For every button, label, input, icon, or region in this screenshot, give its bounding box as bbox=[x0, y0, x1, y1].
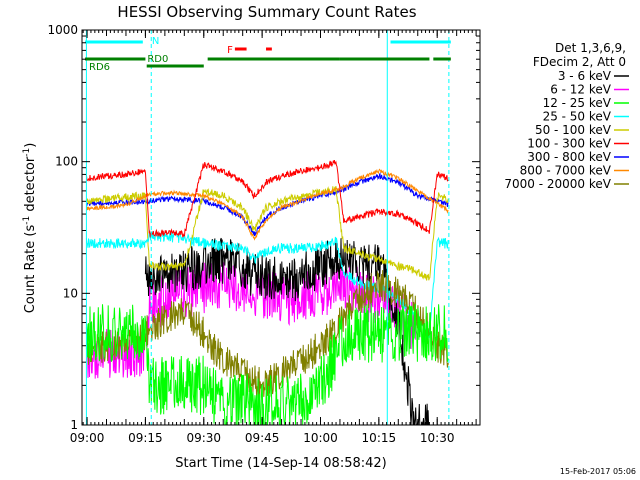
y-axis-label-sup2: -1 bbox=[22, 148, 32, 157]
plot-frame bbox=[81, 29, 481, 426]
chart-title: HESSI Observing Summary Count Rates bbox=[117, 3, 416, 21]
series-layer bbox=[85, 159, 449, 425]
x-tick-label: 09:00 bbox=[70, 431, 105, 445]
legend-header-line-1: Det 1,3,6,9, bbox=[555, 41, 626, 55]
flag-label: F bbox=[227, 45, 233, 56]
y-axis-label-sup1: -1 bbox=[22, 216, 32, 225]
flag-label: N bbox=[152, 36, 159, 47]
y-axis-label-end: ) bbox=[23, 143, 38, 148]
series-line bbox=[85, 303, 449, 425]
y-tick-label: 100 bbox=[55, 155, 78, 169]
series-line bbox=[86, 185, 449, 281]
x-tick-label: 09:45 bbox=[245, 431, 280, 445]
plot-area: N RD0 RD6 F bbox=[85, 30, 451, 425]
legend-entry-label: 12 - 25 keV bbox=[543, 96, 612, 110]
y-tick-label: 10 bbox=[63, 286, 78, 300]
x-tick-label: 09:15 bbox=[128, 431, 163, 445]
x-tick-label: 10:00 bbox=[303, 431, 338, 445]
legend-entry-label: 800 - 7000 keV bbox=[520, 164, 612, 178]
legend-entry-label: 7000 - 20000 keV bbox=[504, 177, 611, 191]
x-tick-label: 10:30 bbox=[420, 431, 455, 445]
y-axis: 1000 100 10 1 bbox=[47, 23, 480, 432]
legend-entry-label: 50 - 100 keV bbox=[535, 123, 612, 137]
series-line bbox=[85, 172, 449, 237]
y-axis-label-mid: detector bbox=[23, 156, 38, 216]
y-axis-label-main: Count Rate (s bbox=[23, 225, 38, 314]
legend: Det 1,3,6,9, FDecim 2, Att 0 3 - 6 keV6 … bbox=[504, 41, 629, 191]
x-tick-label: 09:30 bbox=[186, 431, 221, 445]
flag-label: RD0 bbox=[147, 54, 168, 65]
legend-entry-label: 300 - 800 keV bbox=[527, 150, 611, 164]
flag-label: RD6 bbox=[89, 62, 110, 73]
legend-entry-label: 6 - 12 keV bbox=[550, 83, 612, 97]
footer-timestamp: 15-Feb-2017 05:06 bbox=[560, 467, 636, 476]
vertical-markers bbox=[85, 30, 450, 425]
legend-entry-label: 3 - 6 keV bbox=[558, 69, 612, 83]
y-axis-label: Count Rate (s-1 detector-1) bbox=[22, 143, 38, 314]
y-tick-label: 1 bbox=[70, 418, 78, 432]
series-line bbox=[85, 159, 449, 238]
flag-bars: N RD0 RD6 F bbox=[85, 36, 451, 73]
y-tick-label: 1000 bbox=[47, 23, 78, 37]
x-axis-label: Start Time (14-Sep-14 08:58:42) bbox=[175, 456, 386, 471]
legend-header-line-2: FDecim 2, Att 0 bbox=[533, 55, 626, 69]
x-tick-label: 10:15 bbox=[362, 431, 397, 445]
series-line bbox=[85, 259, 418, 379]
legend-entry-label: 25 - 50 keV bbox=[543, 110, 612, 124]
legend-entry-label: 100 - 300 keV bbox=[527, 137, 611, 151]
